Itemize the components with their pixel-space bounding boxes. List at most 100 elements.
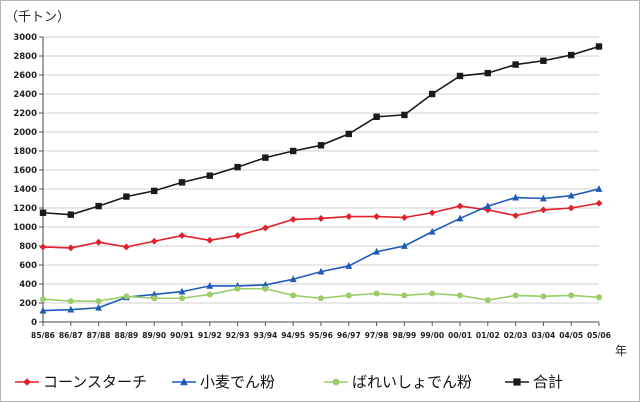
x-tick-label: 88/89 — [114, 331, 138, 340]
series-lines — [39, 43, 603, 314]
data-point — [401, 111, 408, 119]
data-point — [345, 213, 353, 220]
data-point — [178, 232, 186, 239]
data-point — [428, 227, 436, 235]
data-point — [484, 202, 492, 209]
y-axis-unit-label: （千トン） — [5, 10, 70, 25]
data-point — [512, 193, 519, 201]
y-tick-label: 2400 — [13, 90, 37, 100]
data-point — [318, 295, 324, 302]
x-tick-label: 03/04 — [531, 331, 555, 340]
data-point — [290, 147, 297, 155]
data-point — [67, 298, 74, 305]
legend: コーンスターチ 小麦でん粉 ばれいしょでん粉 合計 — [15, 373, 563, 391]
data-point — [540, 57, 547, 64]
data-point — [39, 306, 47, 314]
data-point — [595, 185, 603, 192]
x-tick-label: 85/86 — [31, 331, 55, 340]
data-point — [206, 172, 213, 179]
legend-marker — [332, 378, 340, 386]
x-axis-unit-label: 年 — [615, 344, 627, 358]
y-tick-label: 800 — [19, 242, 37, 252]
data-point — [123, 193, 130, 200]
data-point — [567, 191, 575, 199]
x-tick-label: 90/91 — [170, 331, 194, 340]
y-tick-label: 600 — [19, 261, 37, 271]
x-tick-label: 02/03 — [504, 331, 528, 340]
x-tick-label: 99/00 — [420, 331, 444, 340]
x-tick-label: 00/01 — [448, 331, 472, 340]
y-tick-label: 2800 — [13, 52, 37, 62]
y-tick-label: 0 — [31, 318, 37, 328]
data-point — [95, 202, 102, 210]
y-tick-label: 3000 — [13, 33, 37, 43]
data-point — [206, 291, 213, 298]
data-point — [512, 212, 519, 219]
data-point — [401, 292, 408, 299]
data-point — [317, 267, 325, 275]
data-point — [401, 242, 408, 249]
y-tick-label: 1200 — [13, 204, 37, 214]
data-point — [123, 243, 130, 251]
series-line — [42, 202, 600, 249]
data-point — [150, 290, 158, 298]
data-point — [428, 209, 436, 217]
x-tick-label: 89/90 — [142, 331, 166, 340]
legend-marker — [180, 377, 188, 386]
data-point — [456, 214, 464, 222]
data-point — [345, 292, 352, 299]
data-point — [567, 204, 575, 212]
data-point — [234, 232, 241, 239]
y-tick-label: 400 — [19, 280, 37, 290]
data-point — [512, 61, 519, 68]
data-point — [234, 285, 241, 292]
data-point — [178, 287, 186, 295]
x-tick-label: 04/05 — [559, 331, 583, 340]
data-point — [345, 130, 352, 138]
data-point — [234, 163, 241, 171]
data-point — [289, 216, 297, 223]
x-tick-label: 86/87 — [59, 331, 83, 340]
data-point — [123, 293, 130, 300]
legend-item-2: ばれいしょでん粉 — [324, 373, 472, 391]
data-point — [67, 211, 74, 218]
grid-lines — [43, 36, 599, 323]
data-point — [67, 244, 75, 252]
legend-label: 合計 — [533, 373, 563, 391]
y-tick-label: 2600 — [13, 71, 37, 81]
y-tick-label: 1600 — [13, 166, 37, 176]
data-point — [40, 296, 46, 303]
data-point — [317, 215, 325, 222]
data-point — [206, 282, 214, 289]
data-point — [262, 285, 269, 292]
data-point — [540, 194, 547, 202]
axes — [39, 36, 600, 326]
data-point — [262, 224, 269, 232]
data-point — [39, 209, 47, 216]
x-tick-label: 98/99 — [392, 331, 416, 340]
x-tick-label: 05/06 — [587, 331, 611, 340]
y-tick-label: 1800 — [13, 147, 37, 157]
data-point — [540, 293, 547, 300]
y-tick-label: 1400 — [13, 185, 37, 195]
data-point — [429, 290, 436, 297]
data-point — [290, 292, 297, 299]
data-point — [95, 238, 102, 246]
data-point — [179, 295, 185, 302]
x-tick-label: 01/02 — [476, 331, 500, 340]
data-point — [484, 297, 491, 304]
data-point — [262, 154, 269, 161]
legend-item-0: コーンスターチ — [15, 373, 147, 391]
y-tick-label: 1000 — [13, 223, 37, 233]
data-point — [151, 295, 158, 302]
data-point — [512, 292, 519, 299]
data-point — [262, 281, 269, 288]
data-point — [95, 303, 102, 311]
x-tick-label: 95/96 — [309, 331, 333, 340]
data-point — [568, 292, 575, 299]
data-point — [401, 214, 408, 221]
legend-label: ばれいしょでん粉 — [352, 373, 472, 391]
data-point — [595, 199, 603, 207]
